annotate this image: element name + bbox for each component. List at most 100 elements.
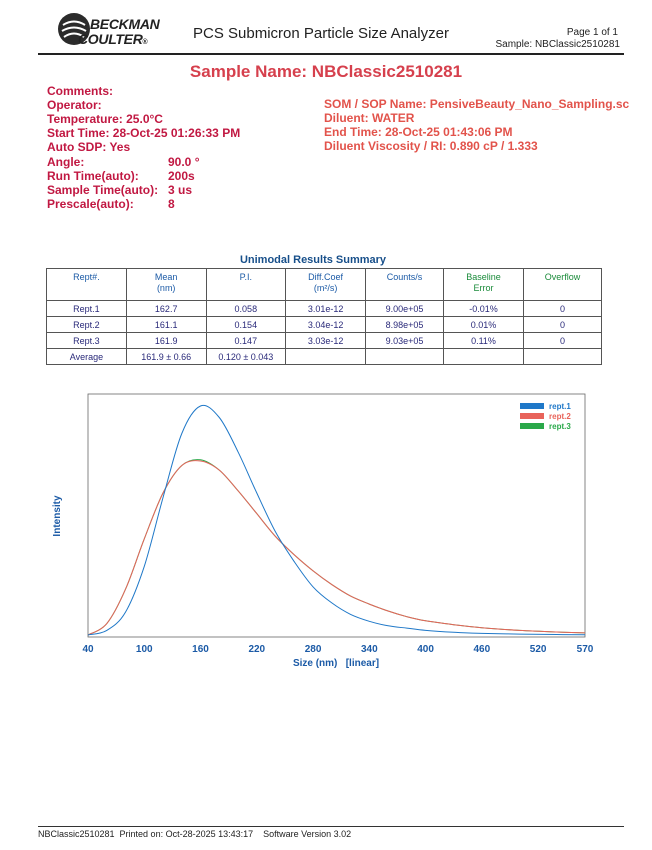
- cell-mean: 161.1: [125, 316, 207, 333]
- header-sample-label: Sample: NBClassic2510281: [495, 39, 620, 50]
- footer-text: NBClassic2510281 Printed on: Oct-28-2025…: [38, 829, 352, 839]
- table-row: Rept.2 161.1 0.154 3.04e-12 8.98e+05 0.0…: [46, 316, 603, 333]
- cell-counts: 8.98e+05: [365, 316, 445, 333]
- comments-label: Comments:: [47, 84, 114, 98]
- prescale-label: Prescale(auto):: [47, 197, 134, 211]
- page-number: Page 1 of 1: [566, 27, 618, 38]
- som-sop-name: SOM / SOP Name: PensiveBeauty_Nano_Sampl…: [324, 97, 630, 111]
- run-time-value: 200s: [168, 169, 195, 183]
- table-row: Rept.1 162.7 0.058 3.01e-12 9.00e+05 -0.…: [46, 300, 603, 317]
- x-tick-label: 570: [577, 644, 594, 655]
- cell-pi: 0.147: [205, 332, 287, 349]
- logo-line1: BECKMAN: [90, 16, 160, 32]
- cell-diffcoef: 3.04e-12: [285, 316, 367, 333]
- cell-rept: Rept.1: [46, 300, 127, 317]
- table-row: Rept.3 161.9 0.147 3.03e-12 9.03e+05 0.1…: [46, 332, 603, 349]
- col-header-overflow: Overflow: [522, 268, 603, 301]
- start-time-label: Start Time: 28-Oct-25 01:26:33 PM: [47, 126, 241, 140]
- cell-baseline: -0.01%: [443, 300, 524, 317]
- run-time-label: Run Time(auto):: [47, 169, 139, 183]
- legend-label-rept.1: rept.1: [549, 402, 571, 411]
- diluent: Diluent: WATER: [324, 111, 415, 125]
- col-header-baseline: Baseline Error: [443, 268, 524, 301]
- table-header-row: Rept#. Mean (nm) P.I. Diff.Coef (m²/s) C…: [46, 268, 603, 301]
- x-axis-label: Size (nm) [linear]: [293, 658, 379, 669]
- legend-label-rept.3: rept.3: [549, 422, 571, 431]
- series-line-rept.2: [87, 460, 586, 636]
- report-title: PCS Submicron Particle Size Analyzer: [193, 25, 449, 42]
- cell-diffcoef: 3.01e-12: [285, 300, 367, 317]
- col-header-pi: P.I.: [205, 268, 287, 301]
- x-tick-label: 400: [417, 644, 434, 655]
- intensity-distribution-chart: 40 100 160 220 280 340 400 460 520 570 Size (nm) …: [52, 393, 594, 669]
- legend-swatch-rept.2: [520, 413, 544, 419]
- x-tick-label: 460: [474, 644, 491, 655]
- legend-swatch-rept.3: [520, 423, 544, 429]
- info-right-block: SOM / SOP Name: PensiveBeauty_Nano_Sampl…: [324, 97, 634, 153]
- sample-time-value: 3 us: [168, 183, 193, 197]
- cell-rept: Rept.2: [46, 316, 127, 333]
- x-tick-label: 280: [305, 644, 322, 655]
- x-tick-label: 220: [248, 644, 265, 655]
- cell-baseline: 0.01%: [443, 316, 524, 333]
- cell-baseline: 0.11%: [443, 332, 524, 349]
- col-header-rept-text: Rept#.: [73, 272, 100, 282]
- angle-value: 90.0 °: [168, 155, 200, 169]
- y-axis-label: Intensity: [52, 495, 63, 537]
- cell-average-overflow: [522, 348, 603, 365]
- col-header-rept: Rept#.: [46, 268, 127, 301]
- cell-counts: 9.03e+05: [365, 332, 445, 349]
- cell-overflow: 0: [522, 300, 603, 317]
- x-tick-label: 100: [136, 644, 153, 655]
- x-tick-label: 160: [192, 644, 209, 655]
- logo-line2-text: COULTER: [78, 31, 143, 47]
- x-tick-label: 340: [361, 644, 378, 655]
- sample-time-label: Sample Time(auto):: [47, 183, 159, 197]
- plot-area-frame: [87, 393, 586, 638]
- logo-line2: COULTER®: [78, 32, 159, 50]
- sample-name-title: Sample Name: NBClassic2510281: [189, 62, 463, 81]
- cell-counts: 9.00e+05: [365, 300, 445, 317]
- results-table: Rept#. Mean (nm) P.I. Diff.Coef (m²/s) C…: [46, 268, 603, 365]
- col-header-counts: Counts/s: [365, 268, 445, 301]
- legend-label-rept.2: rept.2: [549, 412, 571, 421]
- results-table-title: Unimodal Results Summary: [239, 254, 387, 266]
- cell-average-label: Average: [46, 348, 127, 365]
- col-header-diffcoef: Diff.Coef (m²/s): [285, 268, 367, 301]
- auto-sdp-label: Auto SDP: Yes: [47, 140, 131, 154]
- series-line-rept.3: [87, 459, 586, 636]
- cell-pi: 0.154: [205, 316, 287, 333]
- cell-mean: 161.9: [125, 332, 207, 349]
- cell-mean: 162.7: [125, 300, 207, 317]
- cell-overflow: 0: [522, 332, 603, 349]
- series-line-rept.1: [87, 404, 586, 636]
- footer-divider: [38, 826, 624, 827]
- header-divider: [38, 53, 624, 55]
- beckman-coulter-logo-icon: [58, 13, 90, 45]
- cell-average-pi: 0.120 ± 0.043: [205, 348, 287, 365]
- table-average-row: Average 161.9 ± 0.66 0.120 ± 0.043: [46, 348, 603, 365]
- cell-overflow: 0: [522, 316, 603, 333]
- end-time: End Time: 28-Oct-25 01:43:06 PM: [324, 125, 513, 139]
- logo-wordmark: BECKMAN COULTER®: [78, 16, 160, 50]
- cell-average-diffcoef: [285, 348, 367, 365]
- legend-swatch-rept.1: [520, 403, 544, 409]
- chart-series-group: [87, 404, 586, 636]
- x-tick-label: 520: [530, 644, 547, 655]
- cell-average-counts: [365, 348, 445, 365]
- col-header-mean: Mean (nm): [125, 268, 207, 301]
- cell-diffcoef: 3.03e-12: [285, 332, 367, 349]
- angle-label: Angle:: [47, 155, 85, 169]
- cell-average-mean: 161.9 ± 0.66: [125, 348, 207, 365]
- x-tick-label: 40: [82, 644, 94, 655]
- x-tick-labels: 40 100 160 220 280 340 400 460 520 570: [82, 644, 593, 655]
- cell-average-baseline: [443, 348, 524, 365]
- operator-label: Operator:: [47, 98, 102, 112]
- cell-rept: Rept.3: [46, 332, 127, 349]
- logo-trademark: ®: [142, 39, 148, 46]
- cell-pi: 0.058: [205, 300, 287, 317]
- diluent-viscosity: Diluent Viscosity / RI: 0.890 cP / 1.333: [324, 139, 538, 153]
- temperature-label: Temperature: 25.0°C: [47, 112, 163, 126]
- prescale-value: 8: [168, 197, 175, 211]
